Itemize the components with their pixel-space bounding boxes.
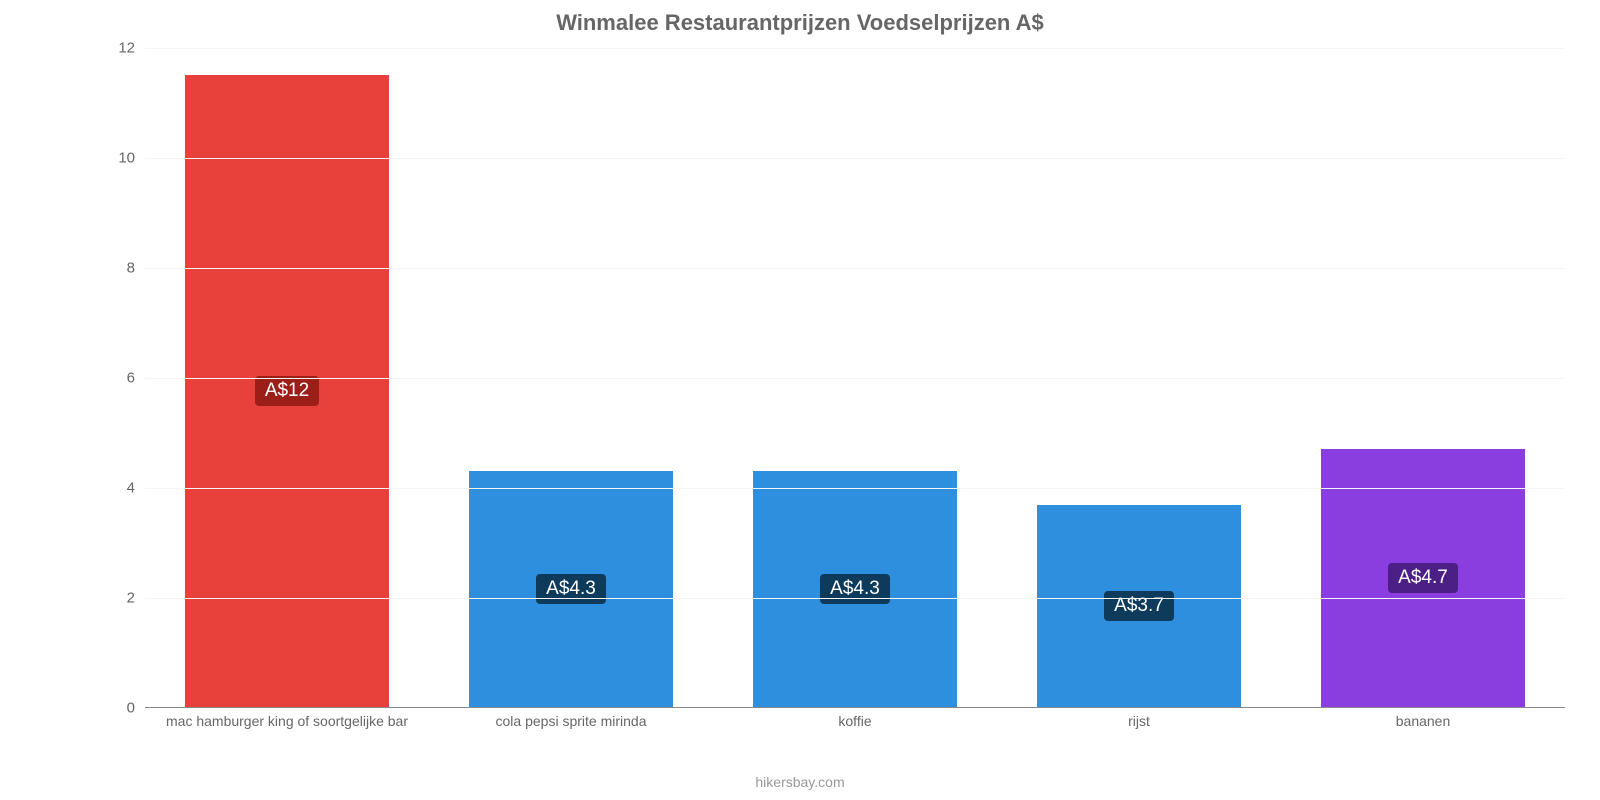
xtick-label: cola pepsi sprite mirinda bbox=[496, 713, 647, 729]
ytick-label: 2 bbox=[127, 590, 135, 607]
bar-value-label: A$4.3 bbox=[536, 574, 606, 604]
bar: A$4.3 bbox=[753, 471, 957, 708]
xtick-label: mac hamburger king of soortgelijke bar bbox=[166, 713, 408, 729]
chart-title: Winmalee Restaurantprijzen Voedselprijze… bbox=[0, 0, 1600, 44]
bar-value-label: A$4.3 bbox=[820, 574, 890, 604]
bar-value-label: A$12 bbox=[255, 376, 319, 406]
bar: A$4.3 bbox=[469, 471, 673, 708]
gridline bbox=[145, 48, 1565, 49]
gridline bbox=[145, 158, 1565, 159]
bar: A$12 bbox=[185, 75, 389, 708]
ytick-label: 4 bbox=[127, 480, 135, 497]
plot-area: A$12mac hamburger king of soortgelijke b… bbox=[145, 48, 1565, 708]
ytick-label: 12 bbox=[118, 40, 135, 57]
chart-container: Winmalee Restaurantprijzen Voedselprijze… bbox=[0, 0, 1600, 800]
ytick-label: 8 bbox=[127, 260, 135, 277]
xtick-label: bananen bbox=[1396, 713, 1451, 729]
ytick-label: 0 bbox=[127, 700, 135, 717]
ytick-label: 6 bbox=[127, 370, 135, 387]
gridline bbox=[145, 598, 1565, 599]
bar-value-label: A$3.7 bbox=[1104, 591, 1174, 621]
attribution-text: hikersbay.com bbox=[0, 774, 1600, 790]
gridline bbox=[145, 378, 1565, 379]
xtick-label: koffie bbox=[838, 713, 871, 729]
xtick-label: rijst bbox=[1128, 713, 1150, 729]
bar-value-label: A$4.7 bbox=[1388, 563, 1458, 593]
bar: A$3.7 bbox=[1037, 505, 1241, 707]
gridline bbox=[145, 488, 1565, 489]
gridline bbox=[145, 268, 1565, 269]
ytick-label: 10 bbox=[118, 150, 135, 167]
